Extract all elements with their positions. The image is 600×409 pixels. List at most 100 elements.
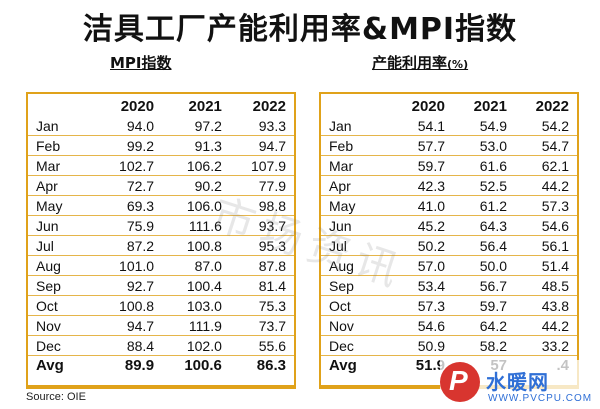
month-label: Dec xyxy=(28,335,98,356)
capacity-value-cell: 50.0 xyxy=(453,255,515,276)
mpi-value-cell: 87.0 xyxy=(162,255,230,276)
mpi-heading: MPI指数 xyxy=(110,54,172,72)
mpi-table-row: Feb 99.2 91.3 94.7 xyxy=(28,135,294,156)
mpi-value-cell: 107.9 xyxy=(229,155,294,176)
capacity-value-cell: 56.4 xyxy=(453,235,515,256)
mpi-header-row: 2020 2021 2022 xyxy=(28,94,294,116)
capacity-value-cell: 57.3 xyxy=(391,295,453,316)
logo-name: 水暖网 xyxy=(486,372,549,394)
mpi-value-cell: 100.8 xyxy=(98,295,163,316)
capacity-table-body: Jan 54.1 54.9 54.2 Feb 57.7 53.0 54.7 Mar 59.7 61.… xyxy=(321,116,577,375)
month-label: Jan xyxy=(28,116,98,136)
month-label: Apr xyxy=(28,175,98,196)
month-label: Feb xyxy=(321,135,391,156)
month-label: Feb xyxy=(28,135,98,156)
month-label: Sep xyxy=(321,275,391,296)
mpi-header-month xyxy=(28,94,98,116)
mpi-value-cell: 95.3 xyxy=(229,235,294,256)
mpi-value-cell: 99.2 xyxy=(98,135,163,156)
mpi-table-panel: 2020 2021 2022 Jan 94.0 97.2 93.3 Feb 99.2 91.… xyxy=(26,92,296,389)
month-label: Apr xyxy=(321,175,391,196)
capacity-value-cell: 43.8 xyxy=(515,295,577,316)
mpi-table-row: Dec 88.4 102.0 55.6 xyxy=(28,335,294,356)
capacity-value-cell: 54.6 xyxy=(391,315,453,336)
logo-url: WWW.PVCPU.COM xyxy=(488,393,593,404)
mpi-table-row: Mar 102.7 106.2 107.9 xyxy=(28,155,294,176)
capacity-value-cell: 59.7 xyxy=(391,155,453,176)
month-label: Jul xyxy=(321,235,391,256)
month-label: Mar xyxy=(28,155,98,176)
mpi-header-year: 2021 xyxy=(188,97,222,115)
mpi-value-cell: 111.9 xyxy=(162,315,230,336)
capacity-value-cell: 42.3 xyxy=(391,175,453,196)
mpi-value-cell: 106.2 xyxy=(162,155,230,176)
mpi-avg-row: Avg 89.9 100.6 86.3 xyxy=(28,356,294,376)
logo-mark-letter: P xyxy=(449,365,468,396)
capacity-table-row: Jan 54.1 54.9 54.2 xyxy=(321,116,577,136)
capacity-table-row: Jul 50.2 56.4 56.1 xyxy=(321,235,577,256)
capacity-table-row: Dec 50.9 58.2 33.2 xyxy=(321,335,577,356)
mpi-value-cell: 72.7 xyxy=(98,175,163,196)
capacity-value-cell: 44.2 xyxy=(515,315,577,336)
mpi-header-year: 2020 xyxy=(120,97,155,115)
month-label: Sep xyxy=(28,275,98,296)
capacity-value-cell: 57.0 xyxy=(391,255,453,276)
capacity-value-cell: 64.2 xyxy=(453,315,515,336)
month-label: May xyxy=(321,195,391,216)
mpi-table-row: Oct 100.8 103.0 75.3 xyxy=(28,295,294,316)
capacity-heading: 产能利用率(%) xyxy=(372,52,468,73)
capacity-value-cell: 62.1 xyxy=(515,155,577,176)
site-logo: P 水暖网 WWW.PVCPU.COM xyxy=(440,360,600,409)
capacity-value-cell: 50.9 xyxy=(391,335,453,356)
month-label: Nov xyxy=(28,315,98,336)
capacity-value-cell: 52.5 xyxy=(453,175,515,196)
capacity-value-cell: 57.7 xyxy=(391,135,453,156)
page-title: 洁具工厂产能利用率&MPI指数 xyxy=(82,12,518,47)
capacity-header-year: 2020 xyxy=(411,97,445,115)
capacity-value-cell: 59.7 xyxy=(453,295,515,316)
mpi-value-cell: 111.6 xyxy=(162,215,230,236)
capacity-table-panel: 2020 2021 2022 Jan 54.1 54.9 54.2 Feb 57.7 53.… xyxy=(319,92,579,389)
month-label: Avg xyxy=(329,357,357,374)
mpi-value-cell: 93.3 xyxy=(229,116,294,136)
capacity-value-cell: 51.4 xyxy=(515,255,577,276)
mpi-value-cell: 75.3 xyxy=(229,295,294,316)
mpi-value-cell: 93.7 xyxy=(229,215,294,236)
mpi-value-cell: 73.7 xyxy=(229,315,294,336)
mpi-value-cell: 91.3 xyxy=(162,135,230,156)
month-label: Jun xyxy=(28,215,98,236)
mpi-table-row: Jul 87.2 100.8 95.3 xyxy=(28,235,294,256)
capacity-value-cell: 54.1 xyxy=(391,116,453,136)
capacity-table-row: May 41.0 61.2 57.3 xyxy=(321,195,577,216)
capacity-value-cell: 54.9 xyxy=(453,116,515,136)
month-label: Oct xyxy=(28,295,98,316)
capacity-value-cell: 61.2 xyxy=(453,195,515,216)
capacity-value-cell: 56.1 xyxy=(515,235,577,256)
month-label: Mar xyxy=(321,155,391,176)
mpi-value-cell: 100.4 xyxy=(162,275,230,296)
mpi-value-cell: 90.2 xyxy=(162,175,230,196)
capacity-table-row: Nov 54.6 64.2 44.2 xyxy=(321,315,577,336)
mpi-value-cell: 92.7 xyxy=(98,275,163,296)
mpi-table-row: Jun 75.9 111.6 93.7 xyxy=(28,215,294,236)
capacity-value-cell: 44.2 xyxy=(515,175,577,196)
month-label: Aug xyxy=(321,255,391,276)
mpi-value-cell: 100.6 xyxy=(184,357,222,374)
capacity-table-row: Mar 59.7 61.6 62.1 xyxy=(321,155,577,176)
capacity-value-cell: 50.2 xyxy=(391,235,453,256)
capacity-value-cell: 45.2 xyxy=(391,215,453,236)
capacity-table: 2020 2021 2022 Jan 54.1 54.9 54.2 Feb 57.7 53.… xyxy=(321,94,577,375)
month-label: Nov xyxy=(321,315,391,336)
capacity-table-row: Apr 42.3 52.5 44.2 xyxy=(321,175,577,196)
month-label: Oct xyxy=(321,295,391,316)
source-note: Source: OIE xyxy=(26,391,86,403)
mpi-value-cell: 86.3 xyxy=(256,357,286,374)
mpi-bottom-rule xyxy=(26,385,296,389)
capacity-table-row: Feb 57.7 53.0 54.7 xyxy=(321,135,577,156)
mpi-value-cell: 87.2 xyxy=(98,235,163,256)
month-label: Jan xyxy=(321,116,391,136)
capacity-value-cell: 53.0 xyxy=(453,135,515,156)
mpi-table: 2020 2021 2022 Jan 94.0 97.2 93.3 Feb 99.2 91.… xyxy=(28,94,294,375)
capacity-table-row: Aug 57.0 50.0 51.4 xyxy=(321,255,577,276)
mpi-value-cell: 100.8 xyxy=(162,235,230,256)
